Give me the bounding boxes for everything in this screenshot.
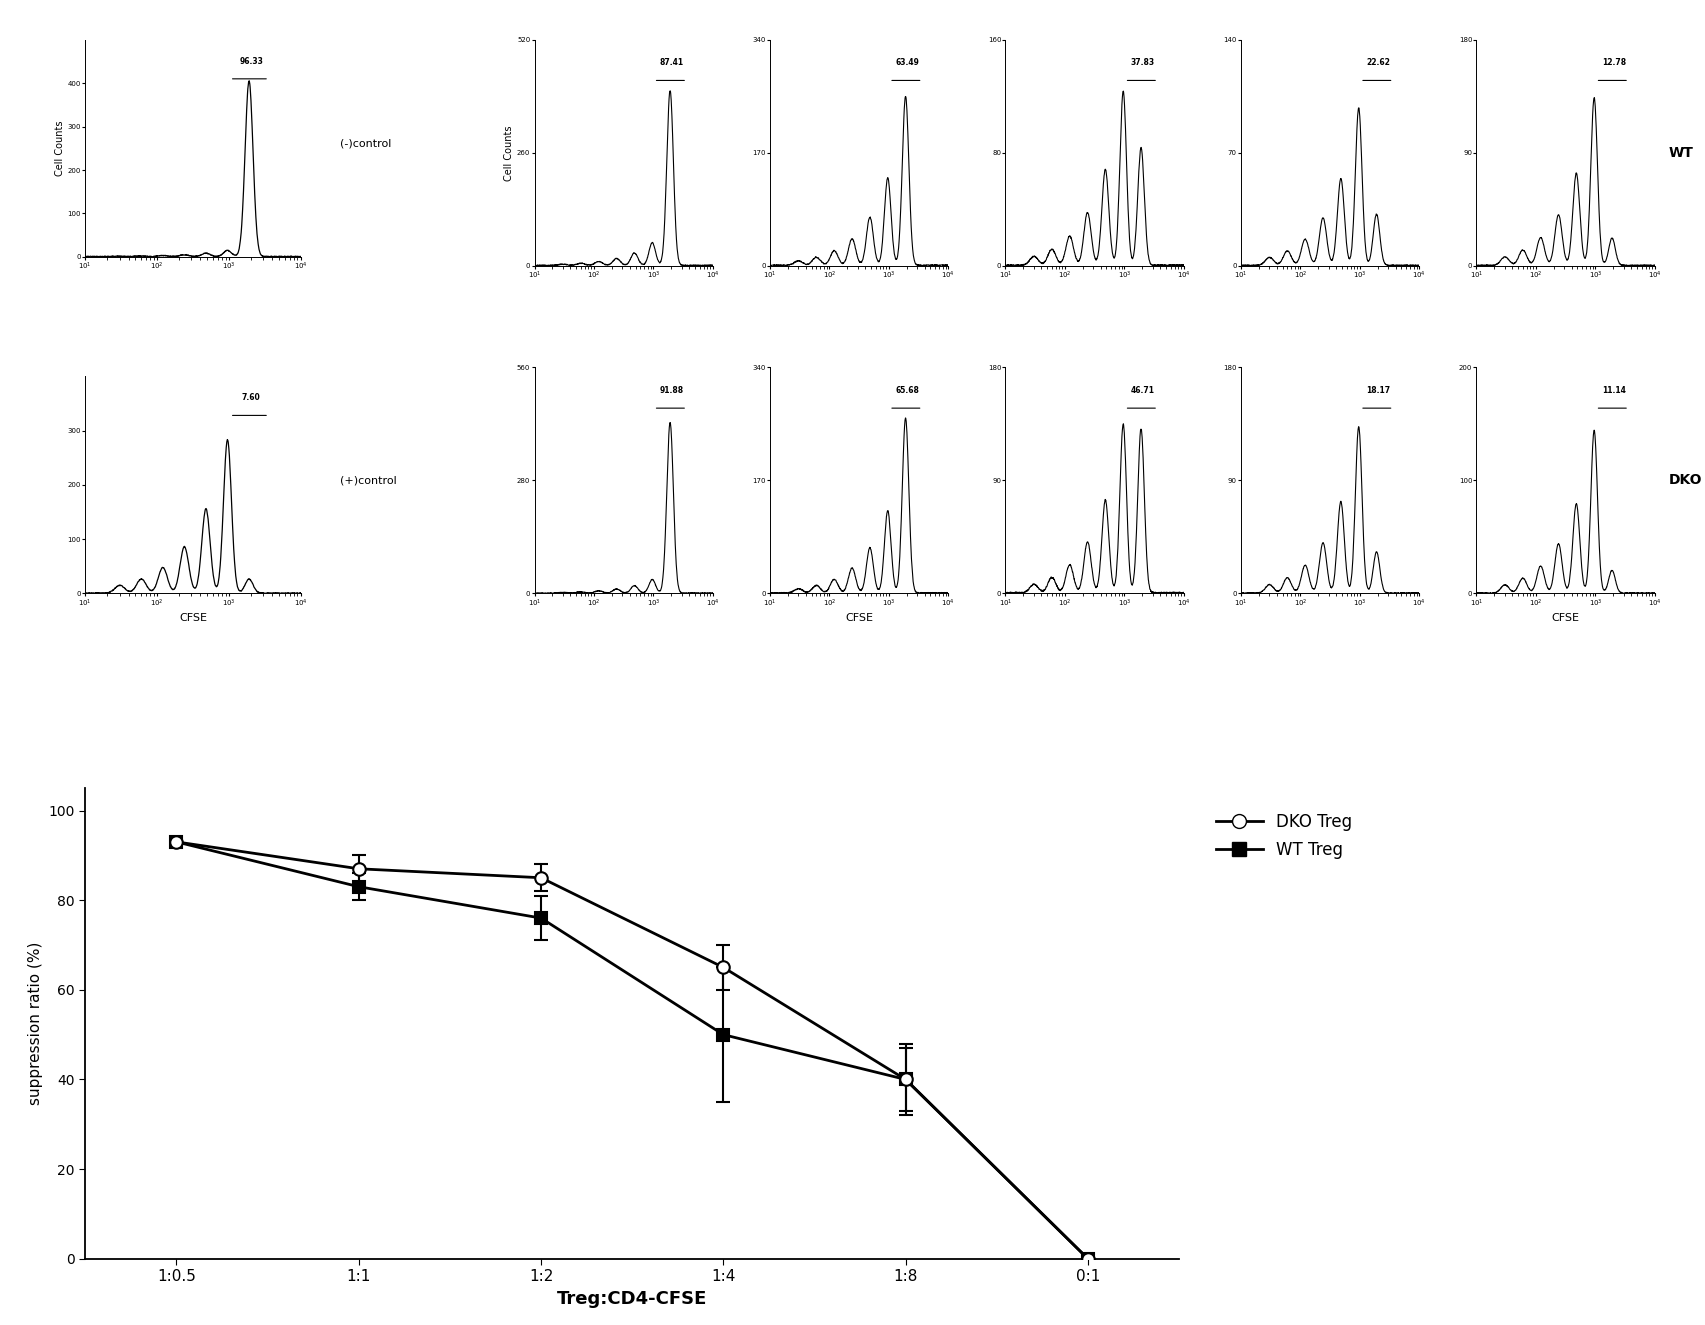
Text: (-)control: (-)control [339,139,390,148]
Text: 65.68: 65.68 [895,386,919,395]
X-axis label: Treg:CD4-CFSE: Treg:CD4-CFSE [556,1289,708,1308]
Text: 46.71: 46.71 [1130,386,1154,395]
Text: 96.33: 96.33 [239,57,263,66]
X-axis label: CFSE: CFSE [179,613,206,623]
Text: 7.60: 7.60 [242,394,261,403]
Text: 12.78: 12.78 [1601,58,1625,66]
Text: WT: WT [1667,146,1693,160]
Text: 91.88: 91.88 [660,386,684,395]
Text: 63.49: 63.49 [895,58,919,66]
Y-axis label: Cell Counts: Cell Counts [55,121,65,176]
Text: DKO: DKO [1667,473,1702,488]
Text: 18.17: 18.17 [1366,386,1390,395]
Text: 87.41: 87.41 [660,58,684,66]
Text: (+)control: (+)control [339,476,396,485]
Y-axis label: suppression ratio (%): suppression ratio (%) [27,942,43,1105]
Text: 11.14: 11.14 [1601,386,1625,395]
X-axis label: CFSE: CFSE [844,613,873,623]
Text: 37.83: 37.83 [1130,58,1154,66]
Legend: DKO Treg, WT Treg: DKO Treg, WT Treg [1209,806,1357,865]
Text: 22.62: 22.62 [1366,58,1390,66]
Y-axis label: Cell Counts: Cell Counts [505,125,513,180]
X-axis label: CFSE: CFSE [1552,613,1579,623]
